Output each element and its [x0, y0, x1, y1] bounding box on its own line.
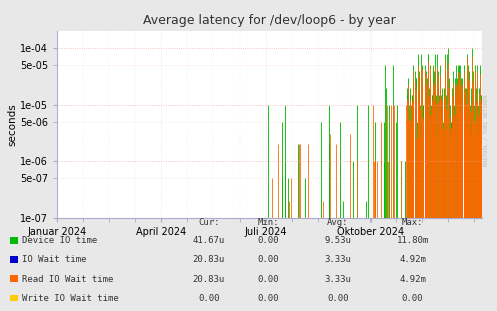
- Text: 41.67u: 41.67u: [193, 236, 225, 245]
- Text: 0.00: 0.00: [198, 294, 220, 303]
- Text: Device IO time: Device IO time: [22, 236, 97, 245]
- Text: 11.80m: 11.80m: [397, 236, 428, 245]
- Text: 3.33u: 3.33u: [325, 275, 351, 284]
- Text: Write IO Wait time: Write IO Wait time: [22, 294, 119, 303]
- Text: IO Wait time: IO Wait time: [22, 256, 87, 264]
- Text: 9.53u: 9.53u: [325, 236, 351, 245]
- Title: Average latency for /dev/loop6 - by year: Average latency for /dev/loop6 - by year: [143, 14, 396, 27]
- Text: 0.00: 0.00: [257, 256, 279, 264]
- Text: 0.00: 0.00: [257, 236, 279, 245]
- Text: Min:: Min:: [257, 218, 279, 227]
- Text: 4.92m: 4.92m: [399, 256, 426, 264]
- Text: Cur:: Cur:: [198, 218, 220, 227]
- Text: 0.00: 0.00: [257, 294, 279, 303]
- Text: Avg:: Avg:: [327, 218, 349, 227]
- Text: Max:: Max:: [402, 218, 423, 227]
- Text: 0.00: 0.00: [327, 294, 349, 303]
- Y-axis label: seconds: seconds: [7, 103, 17, 146]
- Text: 4.92m: 4.92m: [399, 275, 426, 284]
- Text: RRDTOOL / TOBI OETIKER: RRDTOOL / TOBI OETIKER: [483, 95, 488, 166]
- Text: 20.83u: 20.83u: [193, 256, 225, 264]
- Text: 0.00: 0.00: [257, 275, 279, 284]
- Text: 20.83u: 20.83u: [193, 275, 225, 284]
- Text: 3.33u: 3.33u: [325, 256, 351, 264]
- Text: Read IO Wait time: Read IO Wait time: [22, 275, 114, 284]
- Text: 0.00: 0.00: [402, 294, 423, 303]
